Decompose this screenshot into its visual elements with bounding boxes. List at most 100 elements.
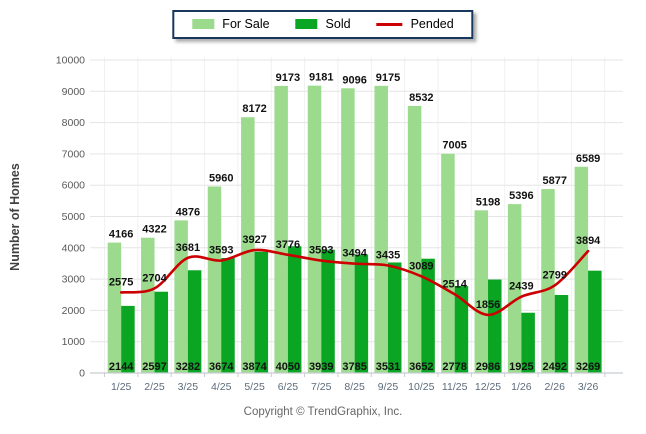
y-axis-tick-label: 9000 xyxy=(62,86,86,98)
bar-for-sale xyxy=(307,85,322,373)
bar-sold xyxy=(421,258,435,373)
legend-item-pended: Pended xyxy=(376,17,454,31)
x-axis-category-label: 1/26 xyxy=(511,381,532,393)
copyright-text: Copyright © TrendGraphix, Inc. xyxy=(243,406,403,418)
y-axis-tick-label: 0 xyxy=(79,368,85,380)
pended-value-label: 3776 xyxy=(276,239,300,251)
pended-value-label: 2514 xyxy=(442,278,467,290)
sold-value-label: 3939 xyxy=(309,361,333,373)
for-sale-value-label: 4166 xyxy=(109,229,133,241)
x-axis-category-label: 4/25 xyxy=(211,381,232,393)
sold-value-label: 3269 xyxy=(576,361,600,373)
bar-for-sale xyxy=(541,189,555,373)
pended-value-label: 3494 xyxy=(342,248,367,260)
bar-for-sale xyxy=(141,237,155,373)
sold-value-label: 2986 xyxy=(476,361,500,373)
for-sale-value-label: 5877 xyxy=(542,175,566,187)
legend-label-for-sale: For Sale xyxy=(222,17,270,31)
bar-for-sale xyxy=(341,88,355,373)
bar-sold xyxy=(254,251,269,373)
y-axis-tick-label: 10000 xyxy=(56,55,85,67)
bar-for-sale xyxy=(507,204,522,373)
bar-for-sale xyxy=(207,186,222,373)
bar-sold xyxy=(454,286,469,373)
sold-value-label: 2492 xyxy=(542,361,566,373)
y-axis-tick-label: 7000 xyxy=(62,148,86,160)
x-axis-category-label: 3/26 xyxy=(578,381,599,393)
x-axis-category-label: 10/25 xyxy=(408,381,434,393)
bar-sold xyxy=(221,258,235,373)
for-sale-value-label: 4876 xyxy=(176,206,200,218)
legend-item-sold: Sold xyxy=(295,17,351,31)
bar-for-sale xyxy=(274,85,288,373)
bar-for-sale xyxy=(374,85,388,373)
pended-value-label: 3593 xyxy=(209,245,233,257)
x-axis-category-label: 3/25 xyxy=(178,381,199,393)
pended-value-label: 2575 xyxy=(109,276,133,288)
x-axis-category-label: 5/25 xyxy=(244,381,265,393)
sold-value-label: 1925 xyxy=(509,361,533,373)
x-axis-category-label: 2/26 xyxy=(545,381,566,393)
for-sale-value-label: 7005 xyxy=(442,140,466,152)
legend-label-pended: Pended xyxy=(410,17,454,31)
x-axis-category-label: 12/25 xyxy=(475,381,501,393)
x-axis-category-label: 1/25 xyxy=(111,381,132,393)
bar-for-sale xyxy=(474,210,489,373)
bar-sold xyxy=(321,249,335,373)
bar-sold xyxy=(354,254,369,373)
bar-sold xyxy=(554,295,569,373)
bar-for-sale xyxy=(241,117,255,373)
x-axis-category-label: 2/25 xyxy=(144,381,165,393)
for-sale-value-label: 9096 xyxy=(342,74,366,86)
sold-value-label: 3652 xyxy=(409,361,433,373)
pended-value-label: 2439 xyxy=(509,281,533,293)
sold-value-label: 3282 xyxy=(176,361,200,373)
sold-value-label: 2144 xyxy=(109,361,134,373)
for-sale-value-label: 5198 xyxy=(476,196,500,208)
bar-sold xyxy=(187,270,202,373)
for-sale-value-label: 9173 xyxy=(276,72,300,84)
bar-for-sale xyxy=(107,242,122,373)
bar-for-sale xyxy=(407,105,422,374)
x-axis-category-label: 6/25 xyxy=(278,381,299,393)
for-sale-value-label: 6589 xyxy=(576,153,600,165)
sold-value-label: 2778 xyxy=(442,361,466,373)
y-axis-tick-label: 6000 xyxy=(62,180,86,192)
pended-value-label: 1856 xyxy=(476,299,500,311)
y-axis-tick-label: 5000 xyxy=(62,211,86,223)
bar-for-sale xyxy=(574,166,589,373)
legend-item-for-sale: For Sale xyxy=(192,17,270,31)
pended-line-swatch-icon xyxy=(376,22,403,26)
pended-trend-line xyxy=(119,248,590,317)
y-axis-tick-label: 3000 xyxy=(62,274,86,286)
sold-value-label: 3874 xyxy=(242,361,267,373)
for-sale-value-label: 5960 xyxy=(209,172,233,184)
legend-label-sold: Sold xyxy=(325,17,351,31)
bar-sold xyxy=(521,312,535,373)
y-axis-tick-label: 1000 xyxy=(62,336,86,348)
bar-sold xyxy=(287,246,302,373)
for-sale-value-label: 9175 xyxy=(376,72,400,84)
sold-value-label: 2597 xyxy=(142,361,166,373)
bar-sold xyxy=(588,270,602,373)
y-axis-tick-label: 2000 xyxy=(62,305,86,317)
sold-value-label: 4050 xyxy=(276,361,300,373)
pended-value-label: 3894 xyxy=(576,235,601,247)
for-sale-value-label: 8172 xyxy=(242,103,266,115)
for-sale-value-label: 4322 xyxy=(142,224,166,236)
for-sale-value-label: 5396 xyxy=(509,190,533,202)
sold-value-label: 3531 xyxy=(376,361,400,373)
y-axis-tick-label: 4000 xyxy=(62,242,86,254)
y-axis-title: Number of Homes xyxy=(8,163,22,271)
bar-for-sale xyxy=(441,153,455,373)
pended-value-label: 3593 xyxy=(309,245,333,257)
pended-value-label: 3927 xyxy=(242,234,266,246)
sold-swatch-icon xyxy=(295,19,318,29)
pended-value-label: 3681 xyxy=(176,242,200,254)
bar-sold xyxy=(121,305,135,373)
pended-value-label: 2704 xyxy=(142,272,167,284)
bar-sold xyxy=(387,262,402,373)
sold-value-label: 3785 xyxy=(342,361,366,373)
